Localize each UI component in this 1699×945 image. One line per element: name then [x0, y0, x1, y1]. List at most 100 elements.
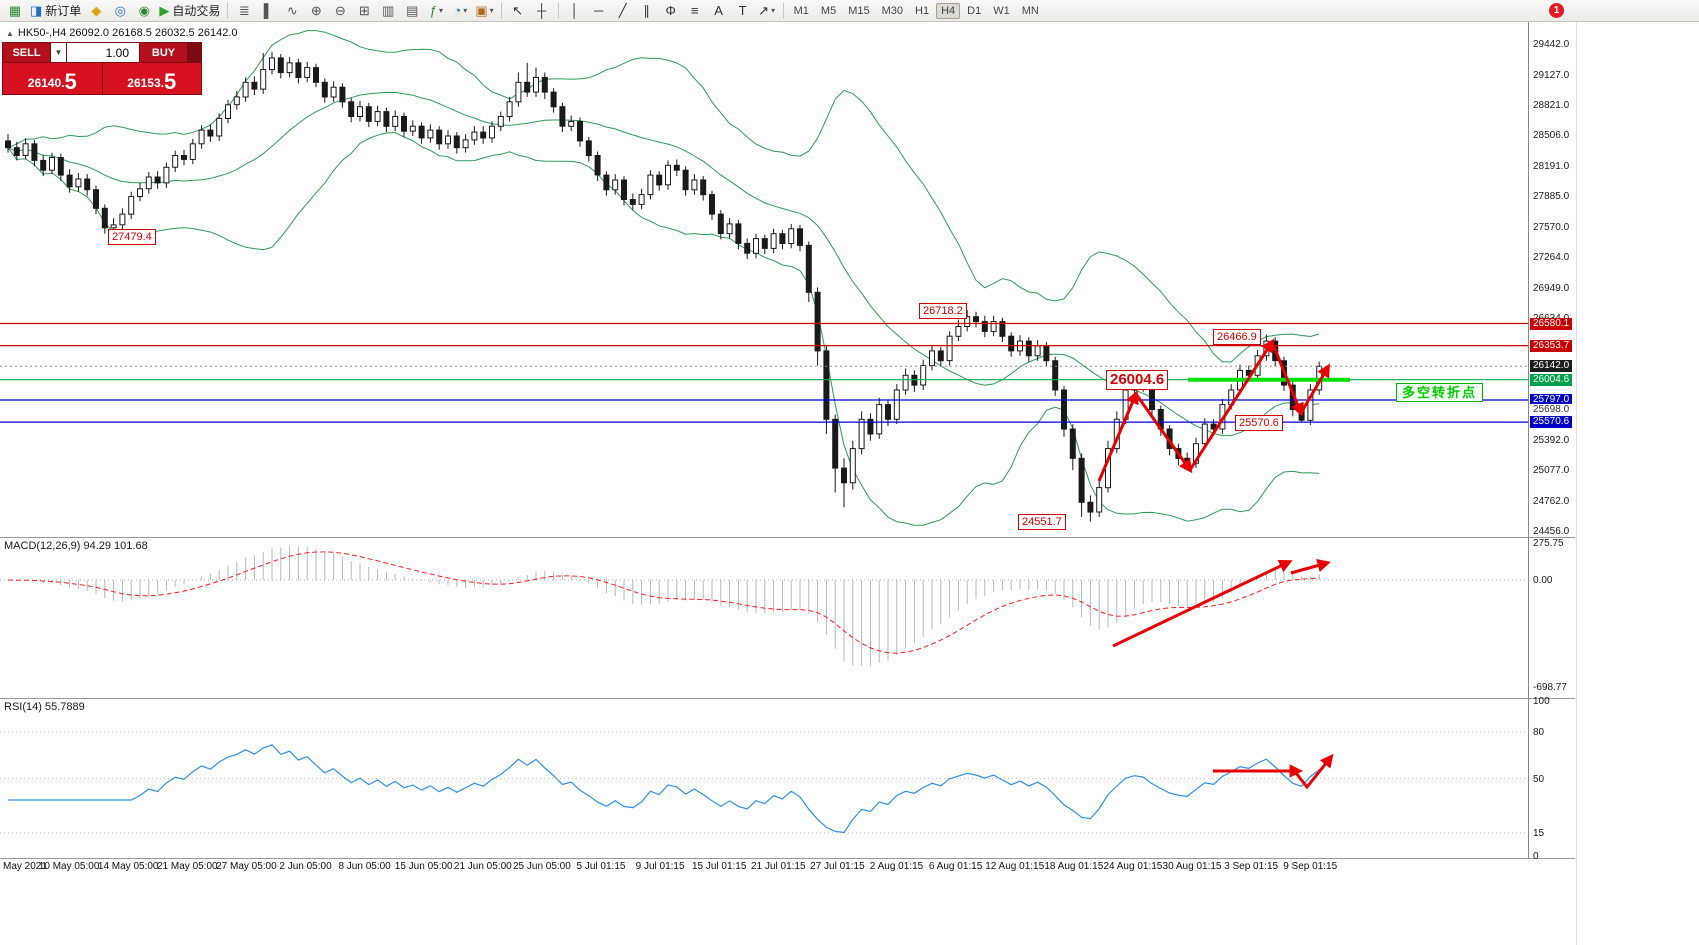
auto-scroll-button[interactable]: ▥	[376, 1, 400, 21]
zoom-in-button[interactable]: ⊕	[304, 1, 328, 21]
price-axis-label: 29442.0	[1533, 39, 1570, 50]
drawn-arrow[interactable]	[1112, 559, 1293, 648]
auto-scroll-icon: ▥	[382, 3, 395, 18]
autotrading-button-label: 自动交易	[172, 4, 221, 18]
line-chart-icon: ∿	[286, 3, 298, 18]
volume-dropdown-button[interactable]: ▼	[51, 43, 66, 62]
timeframe-h4[interactable]: H4	[936, 2, 961, 19]
timeframe-m30[interactable]: M30	[881, 4, 904, 17]
sell-price-big-digit: 5	[64, 69, 77, 94]
panel-separator[interactable]	[0, 537, 1575, 538]
timeframe-h1[interactable]: H1	[915, 4, 930, 17]
candles	[5, 52, 1323, 522]
price-annotation-26718.2[interactable]: 26718.2	[919, 303, 967, 319]
price-annotation-26466.9[interactable]: 26466.9	[1213, 329, 1261, 345]
chart-shift-button[interactable]: ▤	[400, 1, 424, 21]
community-button[interactable]: ◉	[132, 1, 156, 21]
time-axis-border	[0, 858, 1575, 859]
drawn-arrow[interactable]	[1299, 363, 1331, 414]
sell-button[interactable]: SELL	[3, 43, 50, 62]
rsi-line	[8, 744, 1320, 834]
timeframe-m1[interactable]: M1	[793, 4, 809, 17]
bar-chart-mode-button[interactable]: ≣	[232, 1, 256, 21]
drawn-arrow[interactable]	[1290, 753, 1334, 790]
price-axis-label: 24762.0	[1533, 496, 1570, 508]
text-button[interactable]: A	[707, 1, 731, 21]
chart-title-text: HK50-,H4 26092.0 26168.5 26032.5 26142.0	[17, 27, 238, 39]
buy-price-button[interactable]: 26153. 5	[102, 63, 201, 94]
strategy-tester-button[interactable]: ◎	[108, 1, 132, 21]
price-annotation-27479.4[interactable]: 27479.4	[108, 229, 156, 245]
new-chart-button[interactable]: ▦	[3, 1, 27, 21]
metaeditor-button[interactable]: ◆	[84, 1, 108, 21]
time-axis-label: 3 Sep 01:15	[1224, 861, 1279, 872]
timeframe-mn[interactable]: MN	[1021, 4, 1039, 17]
drawn-arrow[interactable]	[1270, 341, 1304, 417]
templates-button[interactable]: ▣ ▾	[472, 1, 496, 21]
time-axis-label: 2 Jun 05:00	[279, 861, 332, 872]
drawn-arrow[interactable]	[1290, 559, 1331, 575]
price-axis-label: 27885.0	[1533, 191, 1570, 203]
grid-button[interactable]: ≡	[683, 1, 707, 21]
arrows-button[interactable]: ↗ ▾	[755, 1, 779, 21]
tile-windows-button[interactable]: ⊞	[352, 1, 376, 21]
price-axis-label: 25077.0	[1533, 465, 1570, 477]
rsi-panel[interactable]	[0, 699, 1528, 858]
vertical-line-button[interactable]: │	[563, 1, 587, 21]
toolbar-separator	[500, 2, 502, 19]
text-label-button[interactable]: T	[731, 1, 755, 21]
price-tag-25570.6: 25570.6	[1530, 416, 1573, 429]
toolbar-separator	[227, 2, 229, 19]
time-axis-label: 12 Aug 01:15	[985, 861, 1045, 872]
timeframe-d1[interactable]: D1	[967, 4, 982, 17]
panel-separator[interactable]	[0, 698, 1575, 699]
fibonacci-button[interactable]: Φ	[659, 1, 683, 21]
macd-panel[interactable]	[0, 537, 1528, 698]
timeframe-w1[interactable]: W1	[993, 4, 1010, 17]
price-annotation-25570.6[interactable]: 25570.6	[1235, 415, 1283, 431]
drawn-arrow[interactable]	[1188, 338, 1275, 471]
clock-icon: ◔	[453, 3, 462, 18]
window-edge	[1576, 22, 1577, 945]
notification-badge[interactable]: 1	[1549, 3, 1564, 18]
line-chart-mode-button[interactable]: ∿	[280, 1, 304, 21]
macd-axis-label: 275.75	[1533, 538, 1564, 549]
crosshair-button[interactable]: ┼	[530, 1, 554, 21]
indicators-button[interactable]: ƒ ▾	[424, 1, 448, 21]
price-annotation-24551.7[interactable]: 24551.7	[1018, 514, 1066, 530]
macd-axis-label: 0.00	[1533, 575, 1553, 586]
bollinger-upper	[7, 30, 1320, 363]
toolbar-separator	[782, 2, 784, 19]
drawn-arrow[interactable]	[1097, 390, 1139, 482]
sell-price-button[interactable]: 26140. 5	[3, 63, 102, 94]
horizontal-line-button[interactable]: ─	[587, 1, 611, 21]
cursor-button[interactable]: ↖	[506, 1, 530, 21]
candlestick-mode-button[interactable]: ▌	[256, 1, 280, 21]
new-order-icon: ◨	[30, 3, 43, 18]
price-tag-25797.0: 25797.0	[1530, 394, 1573, 407]
timeframe-m15[interactable]: M15	[848, 4, 870, 17]
new-order-button[interactable]: ◨ 新订单	[27, 1, 84, 21]
new-order-button-label: 新订单	[45, 4, 82, 18]
buy-button[interactable]: BUY	[140, 43, 187, 62]
tile-windows-icon: ⊞	[358, 3, 370, 18]
channel-button[interactable]: ∥	[635, 1, 659, 21]
trendline-button[interactable]: ╱	[611, 1, 635, 21]
drawn-arrow[interactable]	[1134, 393, 1193, 474]
price-annotation-26004.6[interactable]: 26004.6	[1106, 370, 1169, 390]
price-chart[interactable]	[0, 22, 1528, 537]
zoom-out-button[interactable]: ⊖	[328, 1, 352, 21]
bollinger-middle	[7, 91, 1320, 437]
price-axis-label: 24456.0	[1533, 526, 1570, 537]
bar-chart-icon: ≣	[238, 3, 250, 18]
text-icon: A	[714, 3, 723, 18]
price-axis-label: 27570.0	[1533, 221, 1570, 233]
volume-input[interactable]	[67, 43, 139, 62]
cursor-icon: ↖	[512, 3, 524, 18]
candlestick-icon: ▌	[263, 3, 273, 18]
timeframe-m5[interactable]: M5	[820, 4, 837, 17]
turning-point-label[interactable]: 多空转折点	[1396, 383, 1484, 402]
buy-price-big-digit: 5	[163, 69, 177, 94]
periods-button[interactable]: ◔ ▾	[448, 1, 472, 21]
autotrading-button[interactable]: ▶ 自动交易	[156, 1, 223, 21]
